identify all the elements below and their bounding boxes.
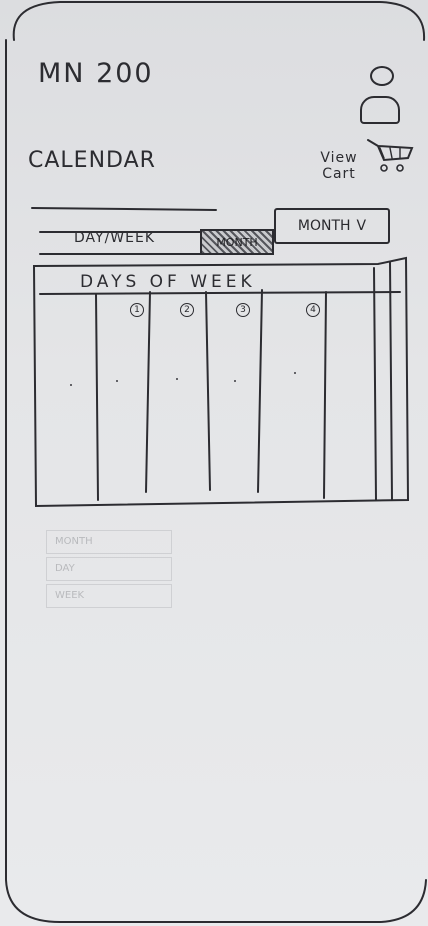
header-divider: [31, 207, 217, 211]
phone-outline-top: [12, 1, 426, 41]
phone-outline-bottom: [5, 39, 427, 923]
calendar-dot: [176, 378, 178, 380]
calendar-header-line: [39, 291, 401, 295]
app-title: MN 200: [38, 58, 154, 89]
dropdown-item-month[interactable]: MONTH: [46, 530, 172, 554]
shopping-cart-icon[interactable]: [366, 138, 416, 174]
date-number[interactable]: 4: [306, 303, 320, 317]
month-dropdown[interactable]: MONTH V: [274, 208, 390, 244]
month-toggle-active[interactable]: MONTH: [200, 229, 274, 255]
date-number[interactable]: 2: [180, 303, 194, 317]
cart-basket: [367, 139, 414, 162]
grid-scroll-rail: [389, 261, 393, 501]
dropdown-item-day[interactable]: DAY: [46, 557, 172, 581]
calendar-dot: [234, 380, 236, 382]
dropdown-menu: MONTH DAY WEEK: [46, 527, 172, 608]
date-number[interactable]: 1: [130, 303, 144, 317]
dropdown-item-week[interactable]: WEEK: [46, 584, 172, 608]
grid-col-3: [205, 291, 211, 491]
grid-col-2: [145, 291, 151, 493]
month-dropdown-label: MONTH: [297, 218, 351, 234]
grid-col-4: [257, 289, 263, 493]
user-body-icon: [360, 96, 400, 124]
calendar-grid-outline: [32, 256, 410, 508]
grid-col-1: [95, 293, 99, 501]
grid-col-6: [373, 267, 377, 501]
day-week-toggle[interactable]: DAY/WEEK: [74, 230, 156, 246]
calendar-dot: [294, 372, 296, 374]
grid-col-5: [323, 291, 327, 499]
calendar-dot: [70, 384, 72, 386]
calendar-dot: [116, 380, 118, 382]
view-cart-link[interactable]: View Cart: [320, 150, 358, 182]
user-icon[interactable]: [370, 66, 394, 86]
chevron-down-icon: V: [356, 218, 367, 234]
date-number[interactable]: 3: [236, 303, 250, 317]
days-of-week-header: DAYS OF WEEK: [80, 272, 256, 292]
calendar-heading: CALENDAR: [28, 148, 156, 173]
